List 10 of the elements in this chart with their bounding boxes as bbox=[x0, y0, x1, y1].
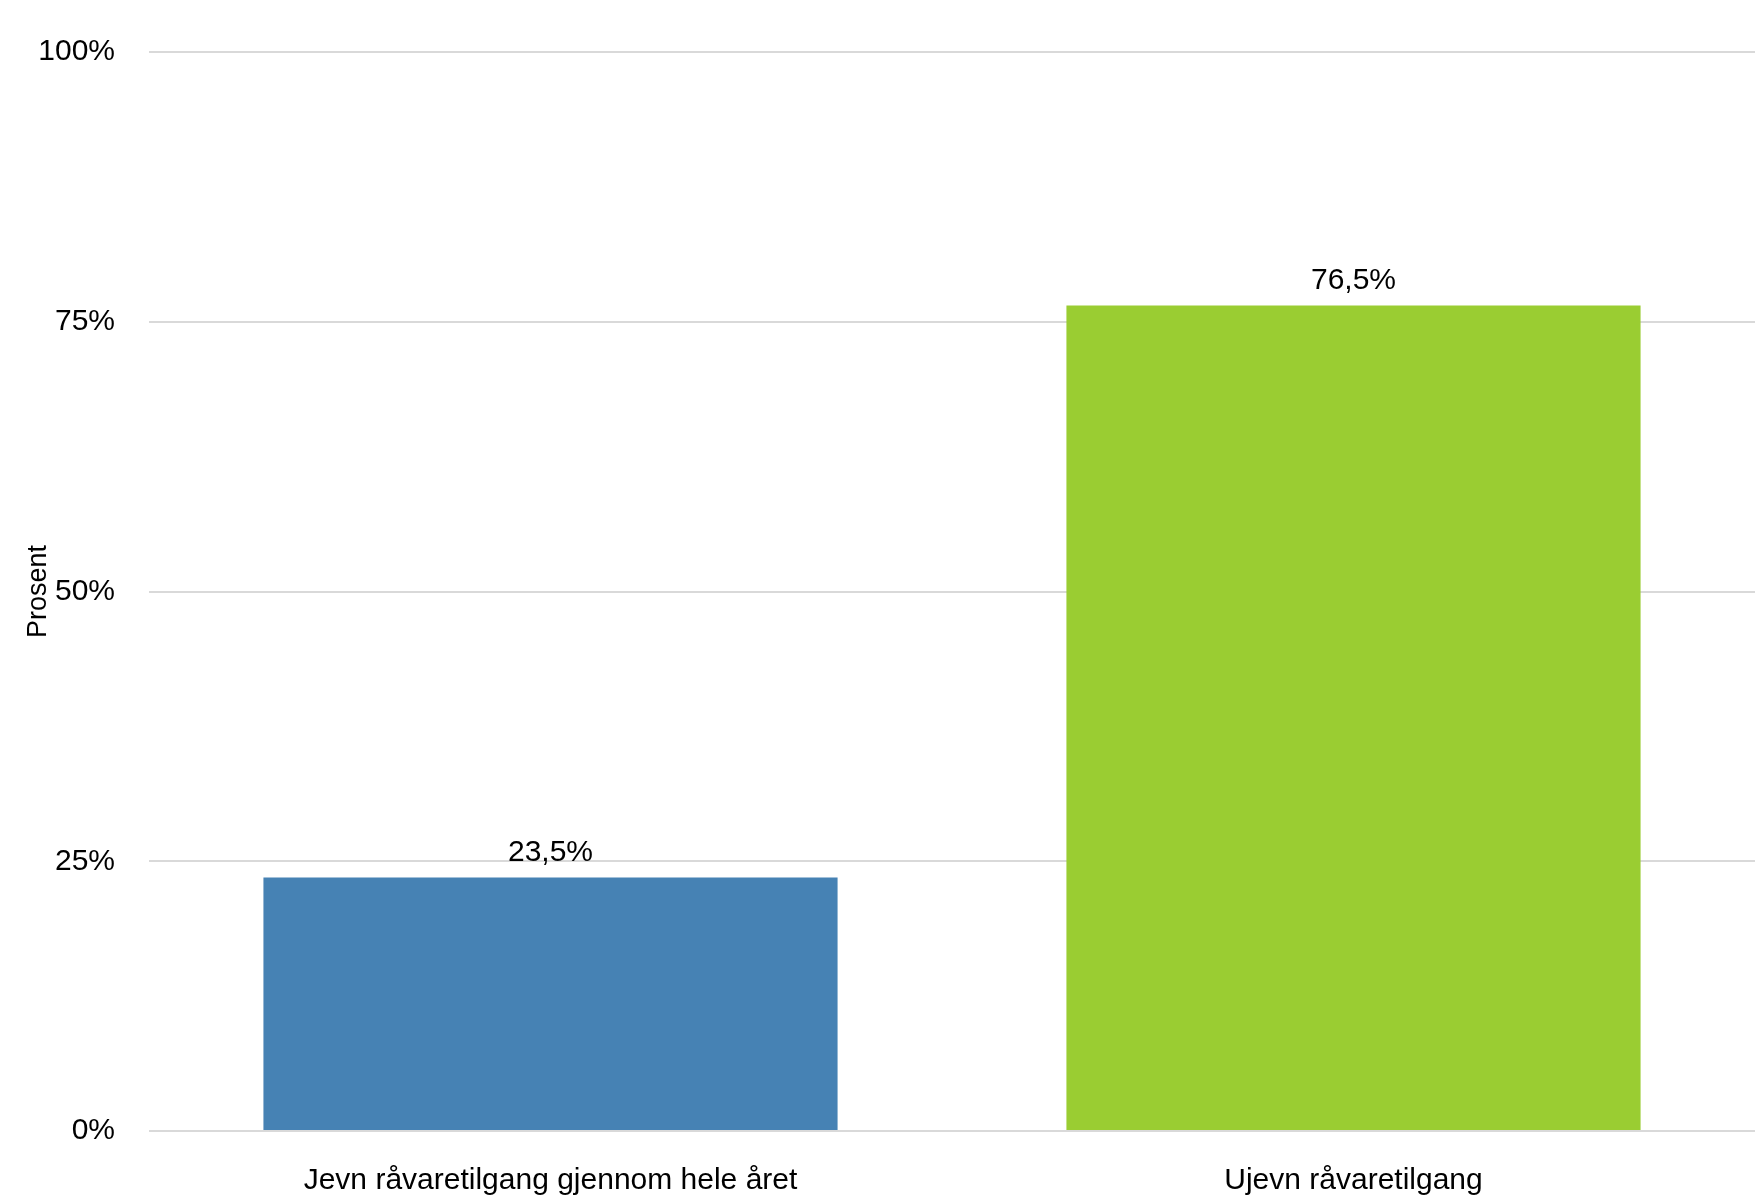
y-axis-title: Prosent bbox=[21, 544, 52, 639]
y-tick-label: 0% bbox=[71, 1112, 115, 1146]
y-tick-label: 75% bbox=[54, 303, 115, 337]
data-label: 76,5% bbox=[1310, 261, 1397, 295]
data-label: 23,5% bbox=[507, 833, 594, 867]
y-tick-label: 25% bbox=[54, 842, 115, 876]
y-tick-label: 100% bbox=[38, 33, 115, 67]
x-tick-label: Jevn råvaretilgang gjennom hele året bbox=[303, 1162, 798, 1196]
y-tick-label: 50% bbox=[54, 572, 115, 606]
x-tick-label: Ujevn råvaretilgang bbox=[1224, 1162, 1483, 1196]
